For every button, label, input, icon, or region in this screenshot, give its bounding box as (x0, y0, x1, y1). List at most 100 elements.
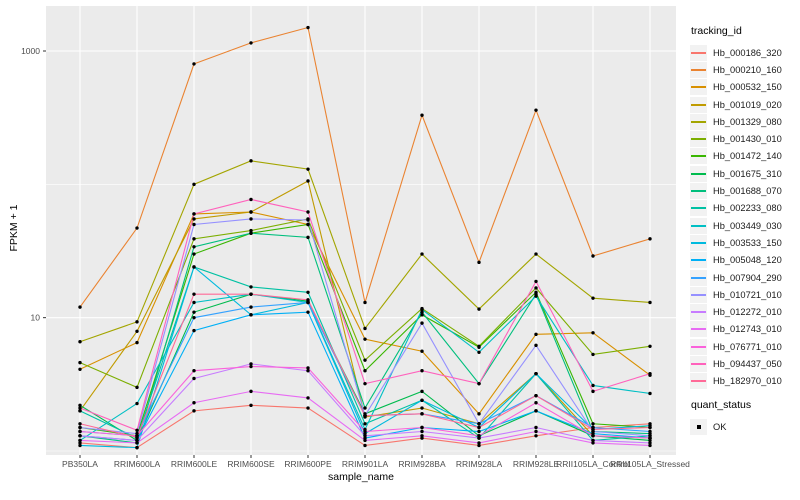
data-point (477, 429, 481, 434)
data-point (78, 422, 82, 426)
legend-key-line-icon (691, 51, 706, 54)
x-tick-label: PB350LA (62, 459, 98, 469)
data-point (591, 427, 595, 432)
data-point (78, 305, 82, 309)
data-point (477, 422, 481, 426)
data-point (306, 167, 310, 171)
legend-item: Hb_001472_140 (690, 148, 798, 165)
data-point (477, 381, 481, 386)
data-point (534, 371, 538, 376)
data-point (249, 305, 253, 309)
data-point (420, 113, 424, 117)
legend-item-label: Hb_094437_050 (713, 358, 782, 369)
legend-item: Hb_001688_070 (690, 182, 798, 200)
legend-item-label: Hb_000210_160 (713, 64, 782, 75)
data-point (249, 364, 253, 369)
data-point (306, 25, 310, 30)
data-point (306, 298, 310, 302)
legend-key-line-icon (691, 259, 706, 262)
legend-key-line-icon (691, 276, 706, 279)
legend-item: Hb_001430_010 (690, 130, 798, 148)
data-point (192, 62, 196, 66)
legend-key (690, 79, 707, 96)
legend-key-line-icon (691, 172, 706, 175)
legend: tracking_id Hb_000186_320 Hb_000210_160 Hb… (690, 25, 798, 435)
data-point (477, 434, 481, 438)
data-point (78, 403, 82, 408)
legend-key (690, 252, 707, 269)
legend-item-label: Hb_001472_140 (713, 151, 782, 162)
data-point (591, 438, 595, 443)
y-tick-label: 10 (31, 313, 41, 323)
data-point (363, 300, 367, 305)
data-point (363, 381, 367, 386)
legend-key (690, 355, 707, 372)
legend-key-line-icon (691, 86, 706, 89)
legend-key-line-icon (691, 190, 706, 193)
legend-item: Hb_005048_120 (690, 252, 798, 269)
legend-item-label: Hb_012743_010 (713, 324, 782, 335)
data-point (534, 286, 538, 290)
data-point (306, 218, 310, 222)
data-point (420, 412, 424, 416)
data-point (78, 434, 82, 438)
legend-item: Hb_001675_310 (690, 165, 798, 182)
data-point (306, 406, 310, 410)
data-point (192, 292, 196, 296)
panel-background (46, 6, 676, 455)
data-point (249, 313, 253, 317)
legend-item: Hb_003449_030 (690, 217, 798, 234)
data-point (420, 398, 424, 402)
data-point (135, 320, 139, 324)
data-point (363, 337, 367, 341)
data-point (249, 197, 253, 202)
data-point (363, 422, 367, 426)
data-point (192, 376, 196, 381)
legend-key (690, 217, 707, 234)
data-point (306, 235, 310, 240)
data-point (306, 396, 310, 400)
data-point (648, 237, 652, 241)
data-point (78, 409, 82, 413)
data-point (420, 307, 424, 312)
legend-item: Hb_182970_010 (690, 373, 798, 390)
data-point (135, 385, 139, 390)
data-point (420, 429, 424, 434)
legend-key-line-icon (691, 68, 706, 71)
x-tick-label: RRIM600PE (284, 459, 332, 469)
data-point (420, 321, 424, 325)
legend-item-label: Hb_182970_010 (713, 376, 782, 387)
legend-key (690, 234, 707, 251)
data-point (477, 425, 481, 430)
data-point (477, 441, 481, 445)
x-tick-label: RRIM600LE (171, 459, 218, 469)
data-point (420, 406, 424, 410)
data-point (534, 279, 538, 284)
data-point (534, 429, 538, 434)
data-point (306, 179, 310, 183)
legend-quant-items: OK (690, 418, 798, 435)
data-point (534, 409, 538, 413)
legend-key-line-icon (691, 328, 706, 331)
legend-key-line-icon (691, 207, 706, 210)
data-point (306, 300, 310, 305)
data-point (192, 182, 196, 187)
data-point (78, 438, 82, 443)
data-point (192, 300, 196, 305)
legend-item-label: Hb_002233_080 (713, 203, 782, 214)
data-point (135, 435, 139, 439)
data-point (192, 217, 196, 221)
data-point (591, 352, 595, 357)
data-point (192, 212, 196, 216)
legend-key-line-icon (691, 362, 706, 365)
data-point (648, 425, 652, 430)
data-point (306, 310, 310, 314)
legend-key-line-icon (691, 155, 706, 158)
legend-key (690, 131, 707, 148)
data-point (249, 362, 253, 366)
data-point (534, 252, 538, 256)
legend-key-line-icon (691, 120, 706, 123)
data-point (249, 389, 253, 394)
data-point (420, 434, 424, 438)
data-point (420, 252, 424, 256)
